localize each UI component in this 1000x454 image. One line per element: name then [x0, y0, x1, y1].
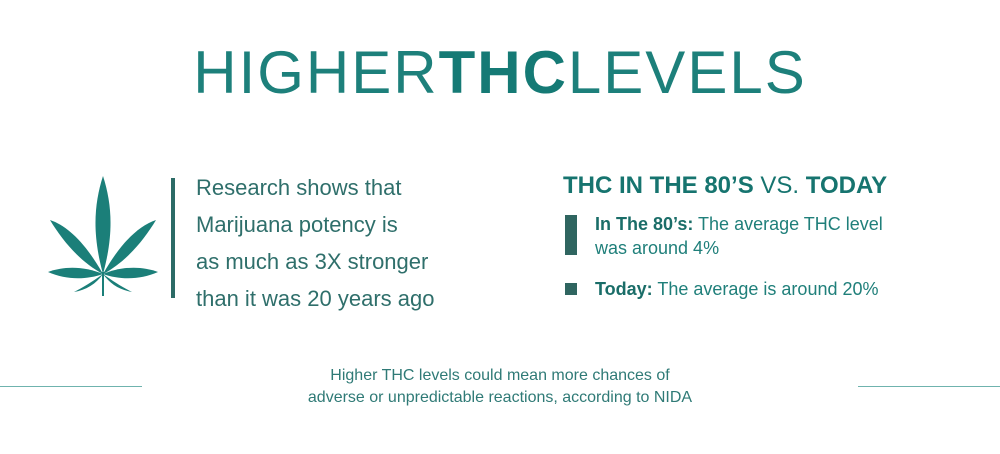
footer-line: Higher THC levels could mean more chance… — [330, 367, 670, 384]
rule — [0, 386, 142, 387]
item-line: In The 80’s: The average THC level — [595, 214, 883, 235]
title-part: LEVELS — [567, 39, 807, 106]
item-text: was around 4% — [595, 238, 720, 258]
heading-part: TODAY — [805, 172, 888, 199]
item-text: The average THC level — [698, 214, 883, 234]
footer-line: adverse or unpredictable reactions, acco… — [307, 389, 693, 406]
item-text: The average is around 20% — [657, 279, 879, 299]
bullet — [565, 215, 577, 255]
comparison-heading: THC IN THE 80’S VS. TODAY — [563, 172, 887, 200]
title-part: HIGHER — [193, 39, 439, 106]
item-line: Today: The average is around 20% — [595, 279, 879, 300]
heading-part: VS. — [760, 172, 800, 199]
leaf-icon — [48, 176, 158, 296]
research-line: Research shows that — [196, 175, 402, 200]
research-line: Marijuana potency is — [196, 212, 398, 237]
title: HIGHERTHCLEVELS — [0, 38, 1000, 107]
research-line: than it was 20 years ago — [196, 286, 435, 311]
divider — [171, 178, 175, 298]
bullet — [565, 283, 577, 295]
item-label: Today: — [595, 279, 653, 299]
title-part: THC — [438, 39, 568, 106]
research-line: as much as 3X stronger — [196, 249, 429, 274]
heading-part: THC IN THE 80’S — [563, 172, 754, 199]
rule — [858, 386, 1000, 387]
item-label: In The 80’s: — [595, 214, 694, 234]
